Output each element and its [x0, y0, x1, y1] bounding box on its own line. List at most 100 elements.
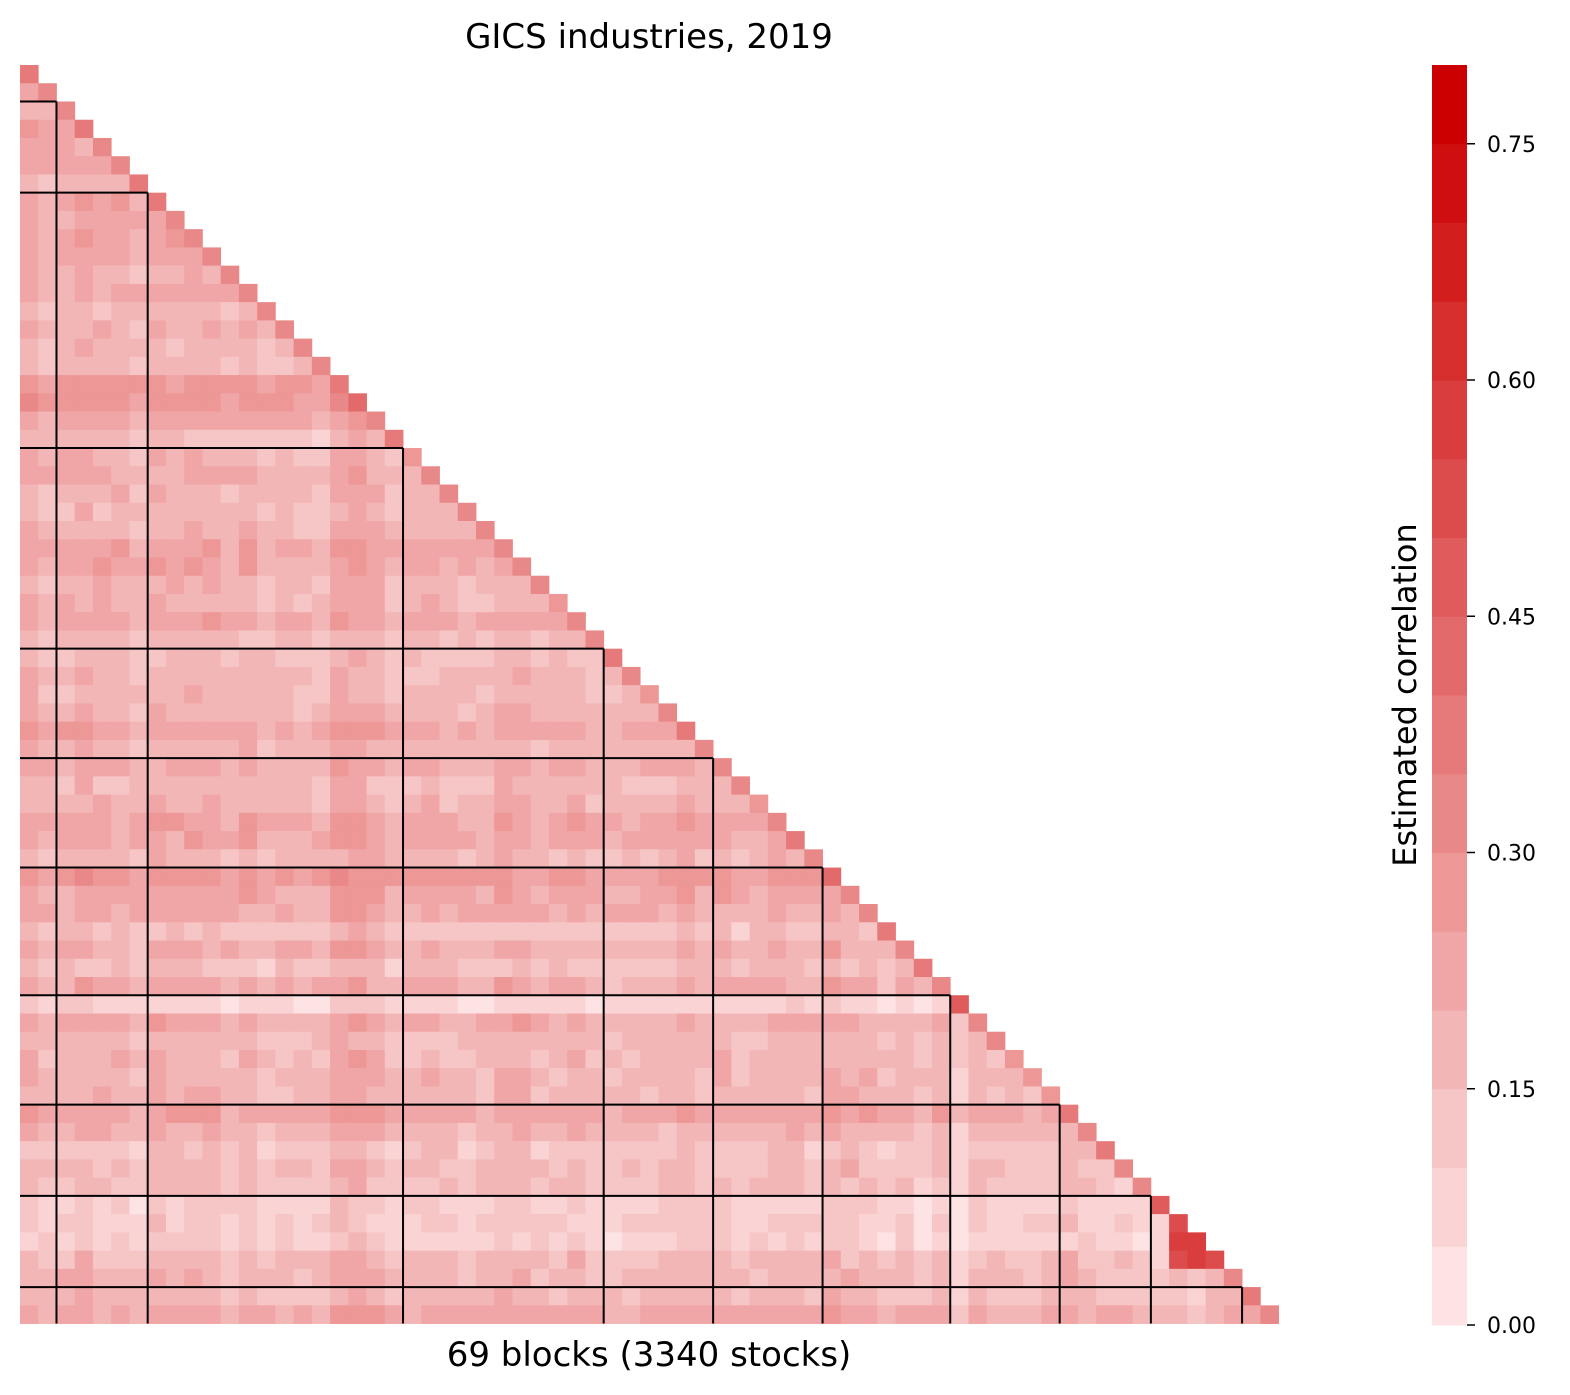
- heatmap-cell: [403, 648, 422, 668]
- heatmap-cell: [640, 703, 659, 723]
- heatmap-cell: [767, 922, 787, 941]
- heatmap-cell: [694, 1068, 714, 1087]
- heatmap-cell: [694, 1195, 714, 1215]
- heatmap-cell: [38, 758, 57, 777]
- heatmap-cell: [731, 1305, 750, 1324]
- heatmap-cell: [20, 1305, 39, 1324]
- heatmap-cell: [1096, 1250, 1115, 1270]
- heatmap-cell: [494, 1214, 513, 1233]
- heatmap-cell: [129, 1013, 149, 1033]
- heatmap-cell: [384, 1049, 404, 1069]
- heatmap-cell: [238, 375, 258, 394]
- heatmap-cell: [403, 904, 422, 923]
- heatmap-cell: [111, 1195, 130, 1215]
- heatmap-cell: [330, 1287, 349, 1306]
- heatmap-cell: [111, 1268, 130, 1288]
- heatmap-cell: [111, 302, 130, 321]
- heatmap-cell: [767, 958, 787, 978]
- heatmap-cell: [439, 758, 459, 777]
- heatmap-cell: [548, 1214, 568, 1233]
- heatmap-cell: [786, 940, 805, 960]
- heatmap-cell: [56, 1141, 76, 1160]
- heatmap-cell: [129, 1031, 149, 1051]
- heatmap-cell: [165, 849, 185, 868]
- heatmap-cell: [859, 1086, 878, 1106]
- heatmap-cell: [439, 612, 459, 631]
- heatmap-cell: [822, 904, 842, 923]
- heatmap-cell: [293, 721, 313, 741]
- heatmap-cell: [165, 1122, 185, 1142]
- heatmap-cell: [74, 593, 94, 613]
- heatmap-cell: [275, 1159, 294, 1179]
- heatmap-cell: [147, 995, 167, 1014]
- heatmap-cell: [968, 1141, 988, 1160]
- heatmap-cell: [147, 1031, 167, 1051]
- heatmap-cell: [257, 429, 276, 449]
- heatmap-cell: [439, 1141, 459, 1160]
- heatmap-cell: [439, 885, 459, 905]
- heatmap-cell: [1077, 1250, 1097, 1270]
- heatmap-cell: [439, 685, 459, 704]
- heatmap-cell: [202, 502, 222, 522]
- heatmap-cell: [38, 776, 57, 795]
- heatmap-cell: [257, 831, 276, 850]
- heatmap-cell: [913, 1195, 933, 1215]
- heatmap-cell: [548, 1159, 568, 1179]
- heatmap-cell: [877, 1195, 896, 1215]
- heatmap-cell: [603, 958, 623, 978]
- heatmap-cell: [202, 1104, 222, 1124]
- heatmap-cell: [38, 356, 57, 376]
- heatmap-cell: [38, 283, 57, 303]
- heatmap-cell: [457, 739, 477, 759]
- heatmap-cell: [293, 393, 313, 412]
- heatmap-cell: [184, 265, 203, 285]
- heatmap-cell: [603, 1287, 623, 1306]
- heatmap-cell: [1041, 1250, 1061, 1270]
- heatmap-cell: [658, 922, 678, 941]
- heatmap-cell: [38, 940, 57, 960]
- heatmap-cell: [293, 1232, 313, 1251]
- heatmap-cell: [421, 1214, 440, 1233]
- heatmap-cell: [74, 1141, 94, 1160]
- heatmap-cell: [603, 794, 623, 814]
- heatmap-cell: [804, 904, 823, 923]
- heatmap-cell: [202, 484, 222, 504]
- heatmap-cell: [184, 1232, 203, 1251]
- heatmap-cell: [603, 1250, 623, 1270]
- heatmap-cell: [840, 1250, 860, 1270]
- heatmap-cell: [403, 557, 422, 577]
- heatmap-cell: [384, 1305, 404, 1324]
- heatmap-cell: [366, 429, 386, 449]
- heatmap-cell: [330, 539, 349, 558]
- heatmap-cell: [165, 210, 185, 230]
- heatmap-cell: [530, 739, 550, 759]
- heatmap-cell: [530, 1159, 550, 1179]
- heatmap-cell: [786, 1214, 805, 1233]
- heatmap-cell: [476, 1195, 495, 1215]
- heatmap-cell: [986, 1250, 1006, 1270]
- heatmap-cell: [238, 885, 258, 905]
- heatmap-cell: [457, 940, 477, 960]
- heatmap-cell: [38, 904, 57, 923]
- heatmap-cell: [165, 922, 185, 941]
- heatmap-cell: [20, 1268, 39, 1288]
- heatmap-cell: [658, 703, 678, 723]
- heatmap-cell: [184, 721, 203, 741]
- heatmap-cell: [859, 1287, 878, 1306]
- heatmap-cell: [165, 1287, 185, 1306]
- heatmap-cell: [713, 922, 732, 941]
- heatmap-cell: [804, 1031, 823, 1051]
- heatmap-cell: [348, 648, 367, 668]
- heatmap-cell: [457, 1214, 477, 1233]
- heatmap-cell: [147, 666, 167, 686]
- heatmap-cell: [92, 721, 112, 741]
- heatmap-cell: [220, 648, 240, 668]
- heatmap-cell: [530, 758, 550, 777]
- heatmap-cell: [184, 448, 203, 467]
- heatmap-cell: [202, 448, 222, 467]
- heatmap-cell: [859, 1268, 878, 1288]
- heatmap-cell: [38, 1104, 57, 1124]
- heatmap-cell: [567, 612, 586, 631]
- heatmap-cell: [129, 502, 149, 522]
- heatmap-cell: [530, 1013, 550, 1033]
